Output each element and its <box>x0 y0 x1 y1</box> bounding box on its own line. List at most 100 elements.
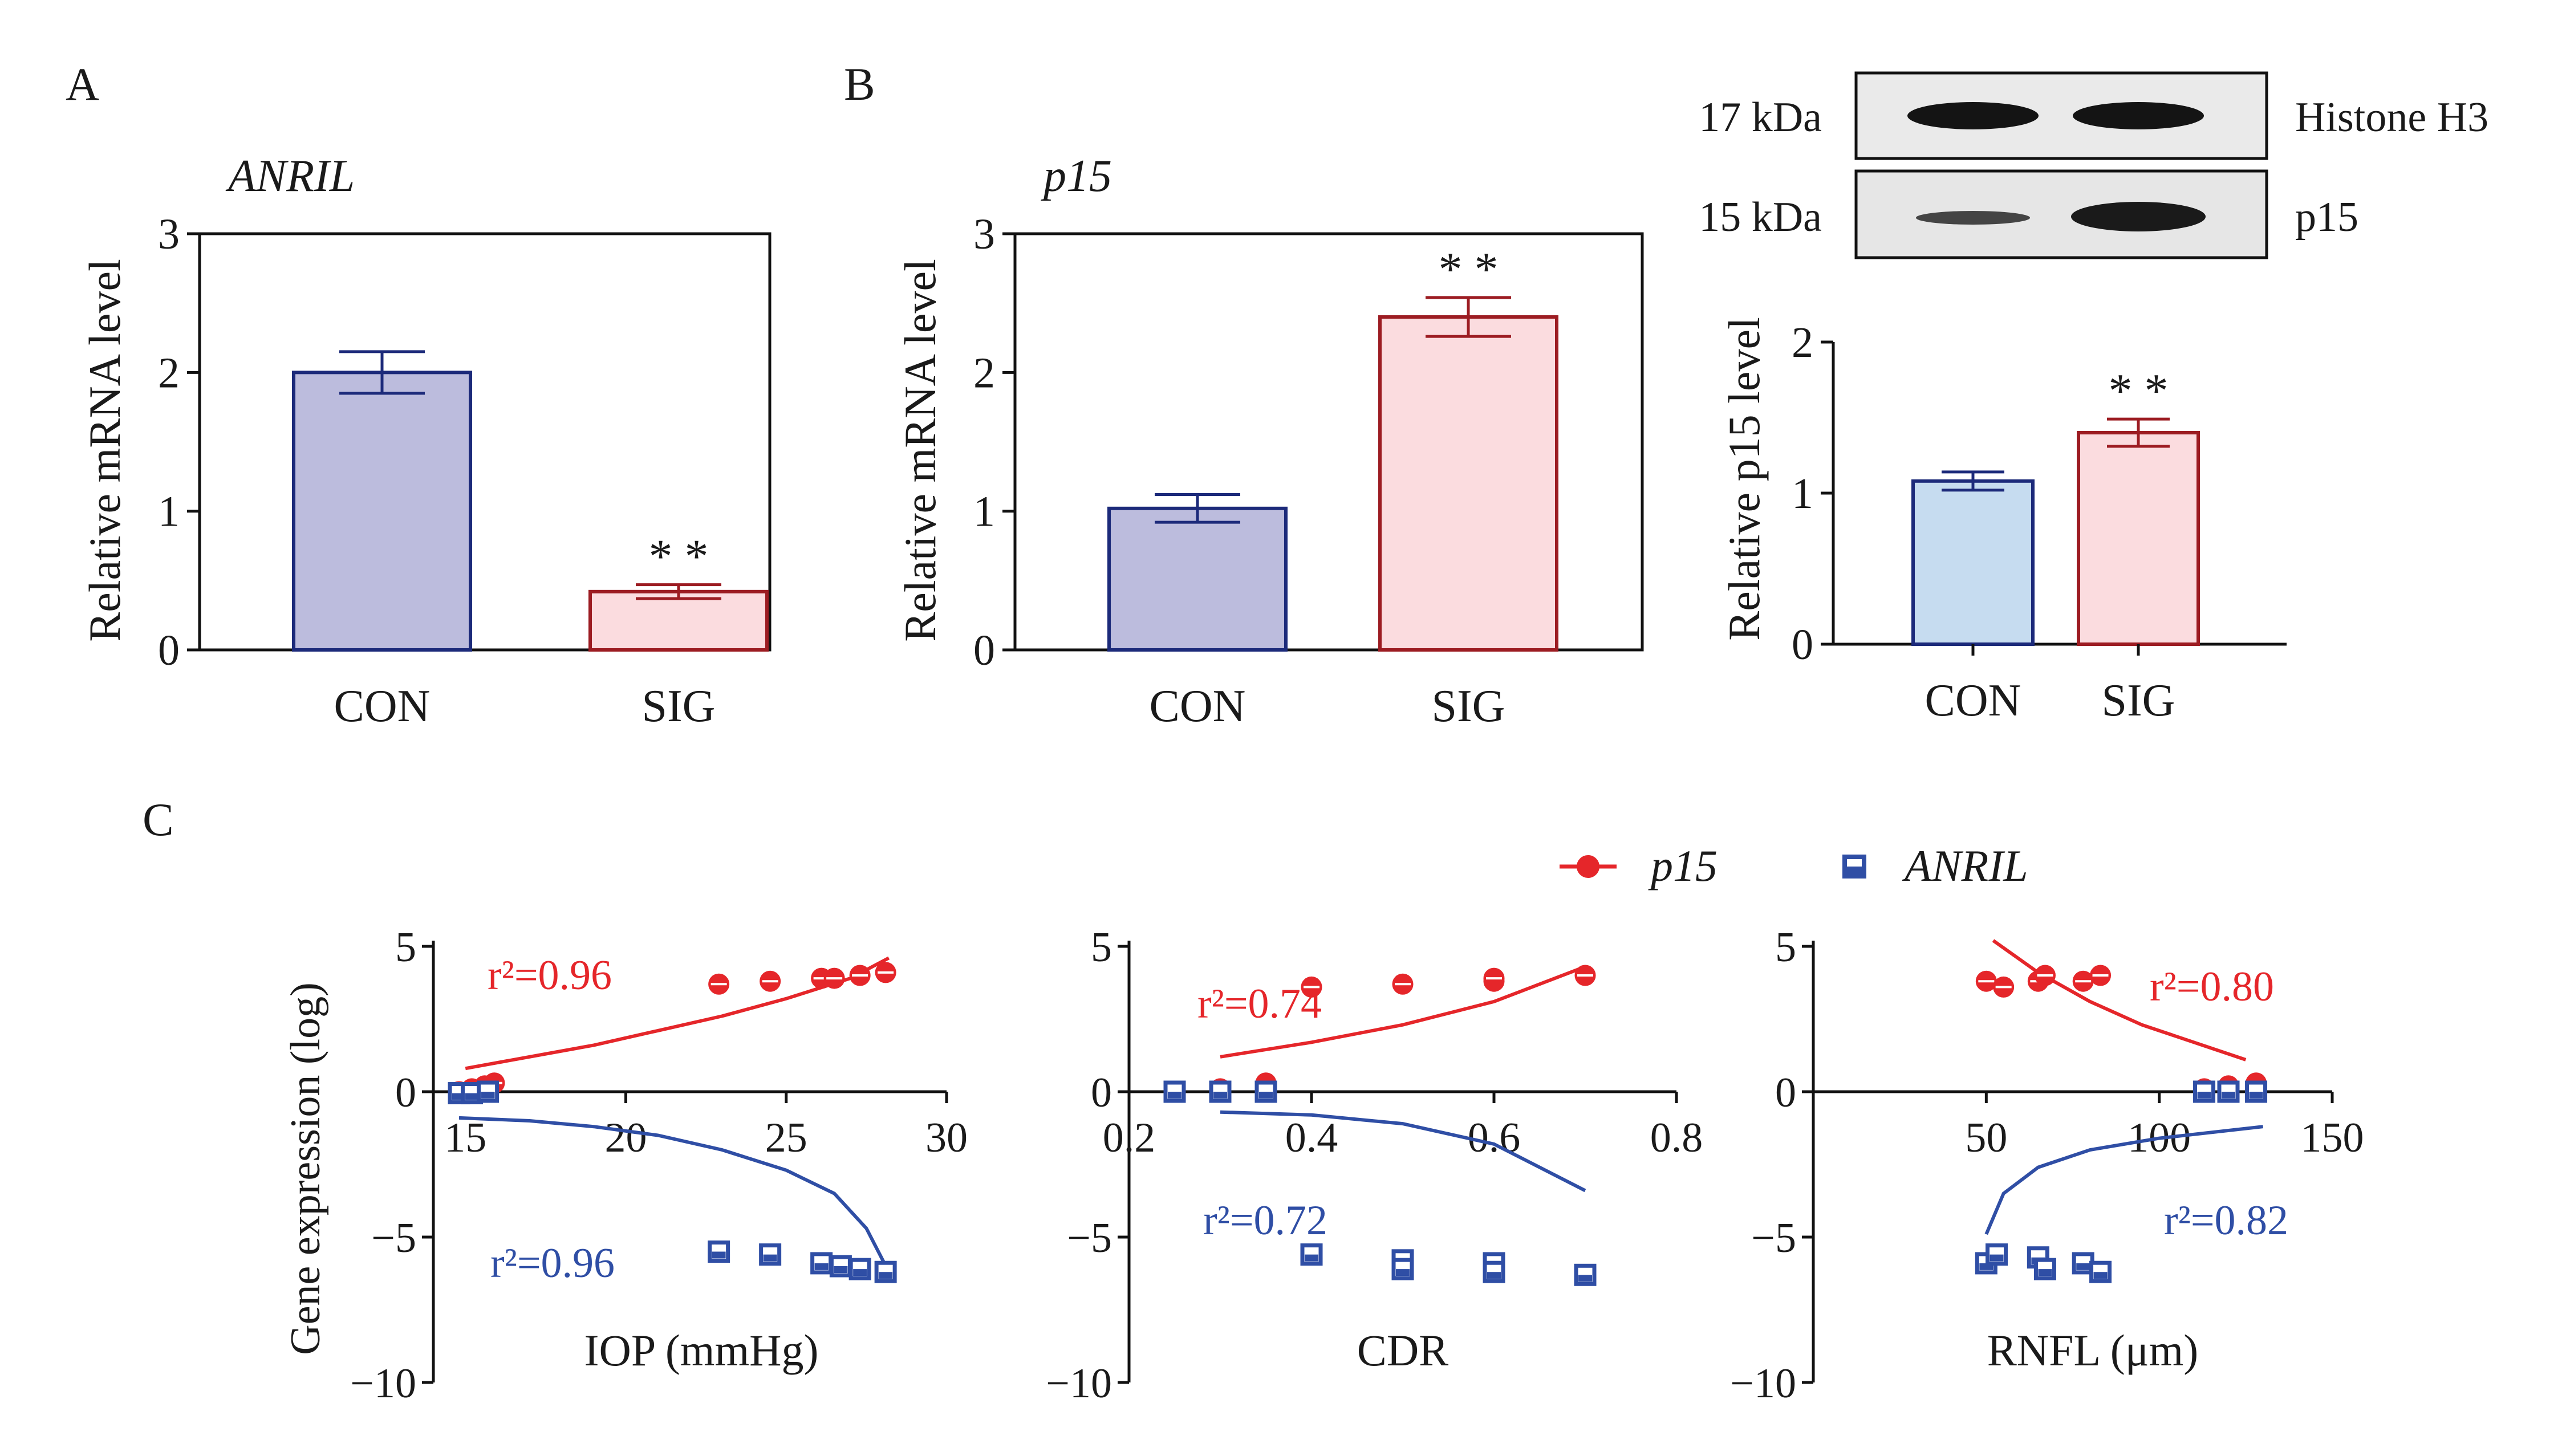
fit-line-anril <box>1984 1125 2264 1235</box>
point-anril-fill <box>2197 1092 2211 1099</box>
scatter-ylabel: Gene expression (log) <box>282 982 329 1355</box>
blot-band-box-p15 <box>1854 169 2268 259</box>
blot-size-p15: 15 kDa <box>1699 194 1822 241</box>
y-tick-label: −5 <box>371 1215 416 1262</box>
point-anril-fill <box>465 1093 479 1100</box>
chart-anril-mrna: ANRIL Relative mRNA level 0 1 2 3 CON SIG * * <box>80 151 772 731</box>
y-tick-label: 0 <box>1775 1069 1796 1116</box>
y-tick-label: 0 <box>1091 1069 1112 1116</box>
point-anril-fill <box>834 1266 848 1273</box>
point-anril-fill <box>1396 1269 1410 1276</box>
point-anril-fill <box>2249 1092 2263 1099</box>
bar-con <box>1107 506 1288 652</box>
point-anril-fill <box>1578 1275 1592 1282</box>
panel-label-a: A <box>66 58 99 110</box>
x-axis-label: CDR <box>1357 1325 1448 1375</box>
point-anril-fill <box>853 1269 867 1276</box>
bar-con <box>1911 479 2035 646</box>
chart-b-title: p15 <box>1041 151 1112 201</box>
point-anril-fill <box>2222 1092 2235 1099</box>
point-anril-fill <box>1487 1272 1501 1279</box>
x-tick-label: 50 <box>1965 1115 2007 1161</box>
band-p15-sig <box>2071 202 2206 231</box>
western-blot: 17 kDa 15 kDa Histone H3 p15 <box>1699 71 2488 259</box>
x-tick-label: SIG <box>642 681 716 731</box>
y-tick-label: −10 <box>1046 1360 1112 1407</box>
x-tick-label: 150 <box>2301 1115 2364 1161</box>
band-histone-con <box>1907 102 2039 129</box>
legend-p15-label: p15 <box>1648 841 1718 890</box>
bar-sig <box>588 589 769 652</box>
chart-a-title: ANRIL <box>225 151 355 201</box>
x-tick-label: 15 <box>444 1115 486 1161</box>
r2-p15: r²=0.96 <box>488 952 612 999</box>
point-anril-fill <box>1213 1092 1227 1099</box>
chart-a-ylabel: Relative mRNA level <box>80 259 129 642</box>
x-tick-label: 0.4 <box>1285 1115 1338 1161</box>
r2-p15: r²=0.80 <box>2150 963 2274 1010</box>
point-anril-fill <box>1305 1254 1318 1262</box>
panel-label-b: B <box>844 58 875 110</box>
band-histone-sig <box>2073 102 2204 129</box>
y-tick-label: 0 <box>1792 621 1813 669</box>
y-tick-label: 5 <box>395 924 416 971</box>
x-axis-label: RNFL (μm) <box>1987 1325 2198 1375</box>
bar-sig <box>2077 431 2200 646</box>
point-anril-fill <box>879 1272 893 1279</box>
r2-anril: r²=0.82 <box>2164 1197 2288 1244</box>
point-anril-fill <box>481 1092 495 1099</box>
fit-line-p15 <box>1220 965 1586 1059</box>
x-tick-label: CON <box>1150 681 1246 731</box>
bar-sig <box>1378 315 1558 652</box>
point-anril-fill <box>2093 1272 2108 1279</box>
y-tick-label: 2 <box>158 349 180 397</box>
x-tick-label: 20 <box>605 1115 647 1161</box>
x-tick-label: 0.2 <box>1103 1115 1156 1161</box>
point-anril-fill <box>1168 1092 1182 1099</box>
chart-p15-protein: Relative p15 level 0 1 2 CON SIG * * <box>1719 317 2287 726</box>
chart-w-ylabel: Relative p15 level <box>1719 317 1769 640</box>
legend-anril-label: ANRIL <box>1902 841 2028 890</box>
y-tick-label: −5 <box>1751 1215 1796 1262</box>
x-tick-label: 0.8 <box>1650 1115 1703 1161</box>
point-anril-fill <box>1990 1254 2004 1262</box>
significance-mark: * * <box>649 530 709 583</box>
y-tick-label: 3 <box>973 210 995 258</box>
y-tick-label: 2 <box>973 349 995 397</box>
x-tick-label: SIG <box>1432 681 1505 731</box>
r2-anril: r²=0.96 <box>490 1240 615 1287</box>
panel-label-c: C <box>143 794 174 845</box>
significance-mark: * * <box>2109 364 2169 417</box>
point-anril-fill <box>763 1254 777 1262</box>
fit-line-anril <box>1220 1110 1586 1193</box>
y-tick-label: −10 <box>1730 1360 1796 1407</box>
y-tick-label: 5 <box>1775 924 1796 971</box>
point-anril-fill <box>712 1251 726 1259</box>
y-tick-label: 0 <box>395 1069 416 1116</box>
x-tick-label: 30 <box>925 1115 968 1161</box>
x-tick-label: SIG <box>2102 676 2175 726</box>
fit-line-anril <box>458 1116 891 1273</box>
y-tick-label: 1 <box>158 488 180 536</box>
point-anril-fill <box>2038 1269 2052 1276</box>
y-tick-label: 1 <box>1792 470 1813 518</box>
plot-frame <box>1013 232 1644 652</box>
chart-b-ylabel: Relative mRNA level <box>895 259 945 642</box>
point-anril-fill <box>814 1263 829 1270</box>
x-tick-label: CON <box>1925 676 2021 726</box>
bar-con <box>292 371 472 652</box>
y-tick-label: 2 <box>1792 319 1813 367</box>
plot-frame <box>198 232 772 652</box>
r2-p15: r²=0.74 <box>1197 981 1322 1027</box>
band-p15-con <box>1916 211 2030 225</box>
legend-p15-icon <box>1577 855 1599 878</box>
legend-anril-fill <box>1847 867 1862 874</box>
blot-protein-p15: p15 <box>2295 194 2358 241</box>
x-tick-label: CON <box>334 681 431 731</box>
y-tick-label: 0 <box>158 627 180 674</box>
point-anril-fill <box>1259 1092 1273 1099</box>
y-tick-label: −5 <box>1067 1215 1112 1262</box>
point-anril-fill <box>2076 1263 2090 1270</box>
